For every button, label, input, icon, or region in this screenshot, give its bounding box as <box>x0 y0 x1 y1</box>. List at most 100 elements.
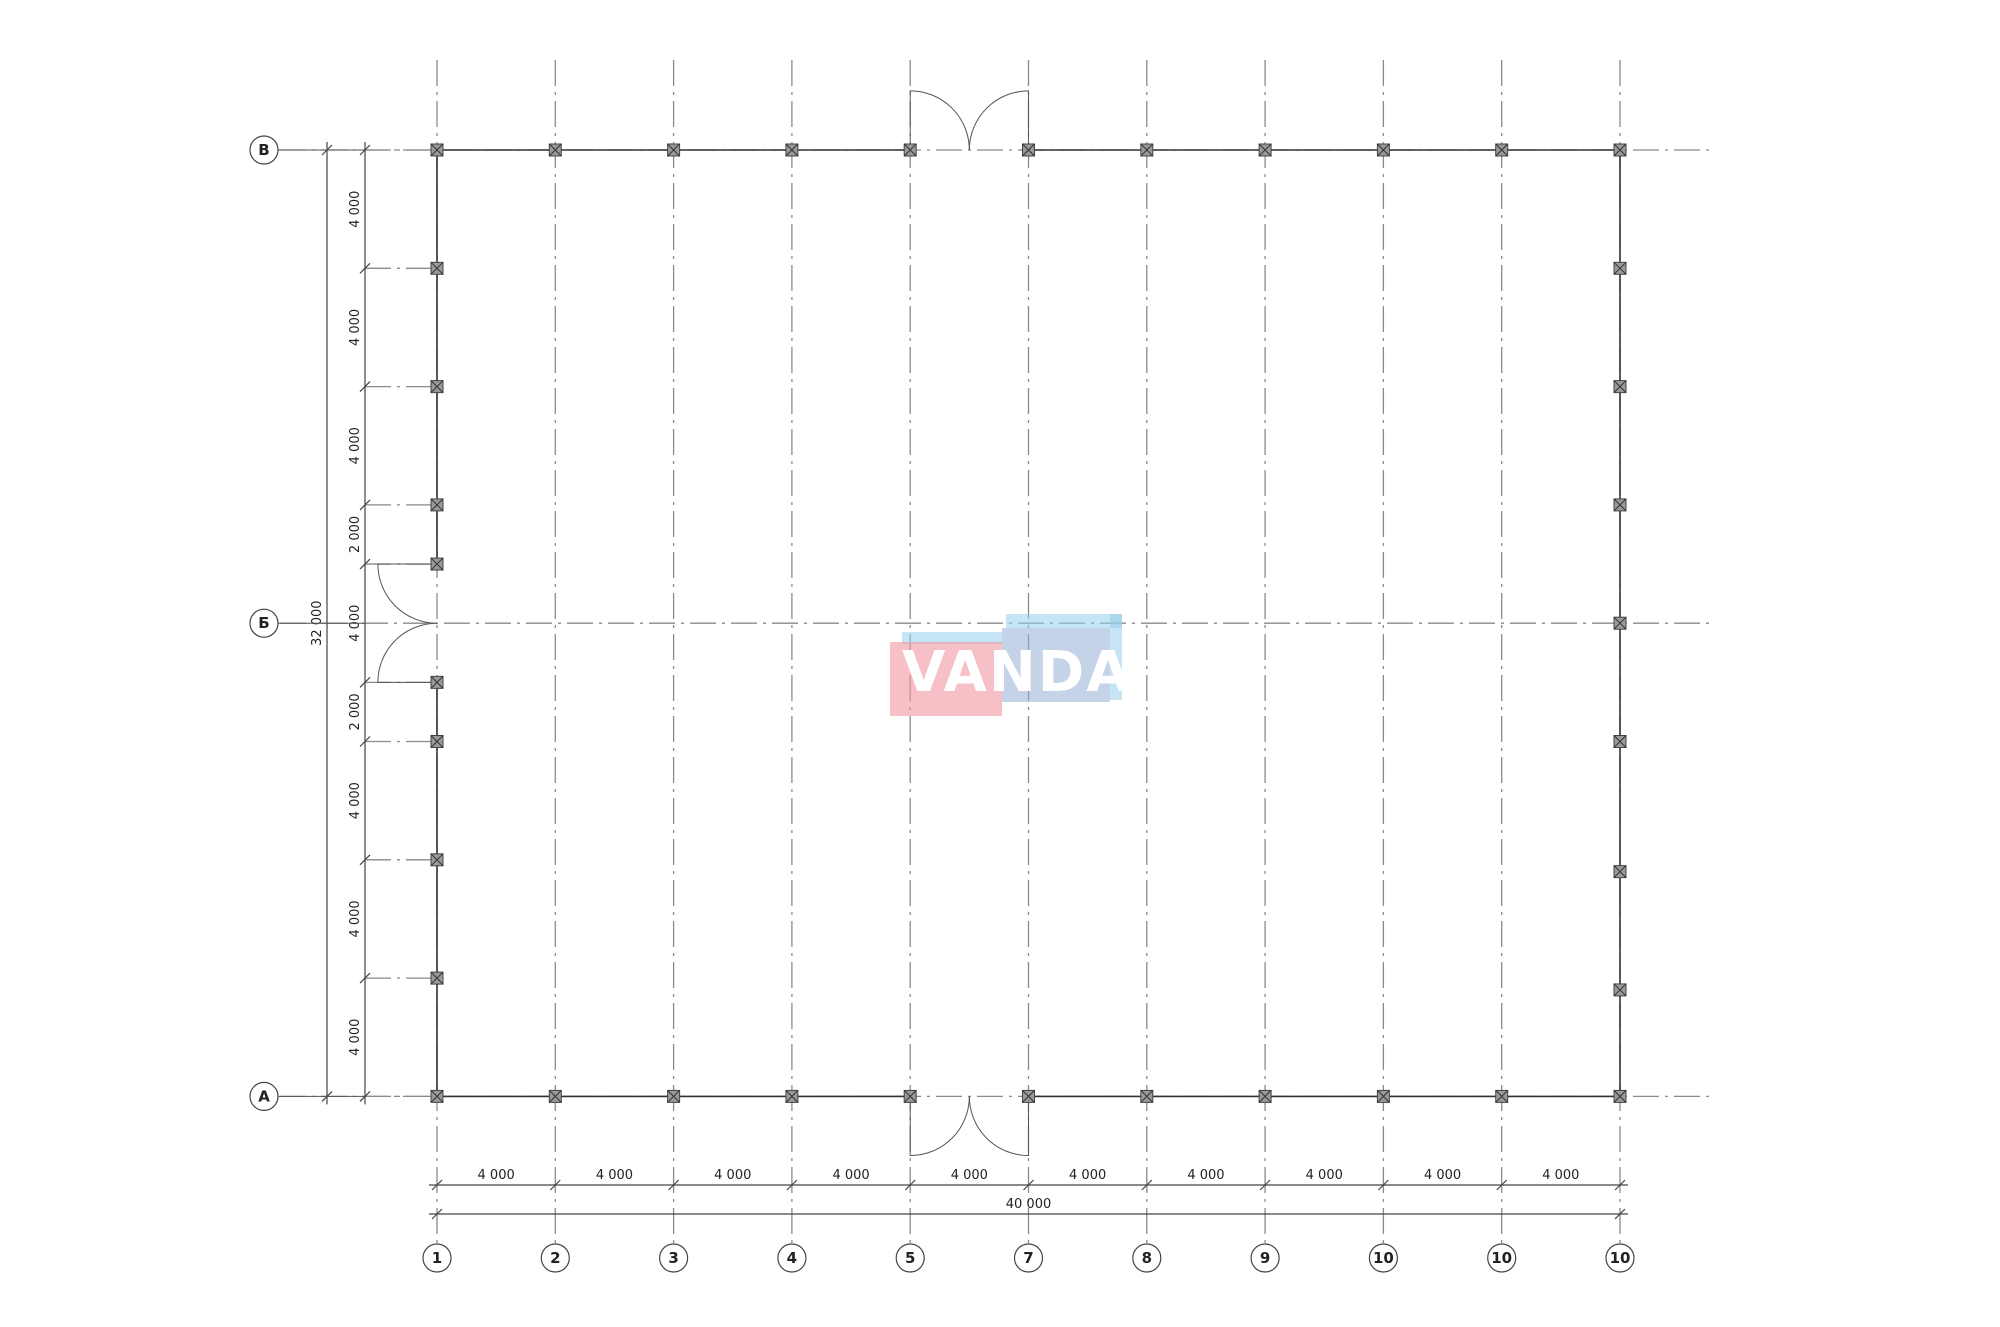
column-cross <box>1258 143 1272 157</box>
dimension-tick <box>359 676 371 688</box>
column-cross <box>785 143 799 157</box>
column-cross <box>1022 1090 1035 1103</box>
column-cross <box>430 143 444 157</box>
dimension-tick <box>549 1179 561 1191</box>
axis-bubble <box>249 135 279 165</box>
axis-label-1: 1 <box>432 1249 442 1267</box>
total-width-label: 40 000 <box>1006 1197 1052 1212</box>
dimension-tick <box>668 1179 680 1191</box>
column-cross <box>1613 616 1627 630</box>
dimension-tick <box>1259 1179 1271 1191</box>
dimension-label: 2 000 <box>348 693 363 730</box>
axis-bubble <box>1250 1243 1280 1273</box>
column-cross <box>430 261 444 275</box>
column-cross <box>430 380 444 393</box>
dimension-tick <box>1023 1179 1034 1191</box>
axis-bubble <box>422 1243 452 1273</box>
column-cross <box>1613 498 1627 512</box>
axis-label-10: 10 <box>1491 1249 1512 1267</box>
column-cross <box>667 1090 680 1103</box>
axis-bubble <box>777 1243 807 1273</box>
axis-label-3: 3 <box>668 1249 678 1267</box>
column-cross <box>548 1090 562 1103</box>
column-cross <box>1377 1090 1390 1103</box>
column-cross <box>430 557 444 571</box>
dimension-label: 4 000 <box>478 1168 515 1183</box>
dimension-tick <box>359 499 371 511</box>
column-cross <box>1140 1090 1154 1103</box>
dimension-tick <box>1141 1179 1153 1191</box>
column-cross <box>1613 261 1627 275</box>
dimension-label: 4 000 <box>1069 1168 1106 1183</box>
column-cross <box>1613 865 1627 878</box>
vanda-watermark-logo: VANDA <box>888 614 1130 718</box>
dimension-label: 4 000 <box>832 1168 869 1183</box>
dimension-tick <box>359 972 371 984</box>
axis-bubble <box>1605 1243 1635 1273</box>
axis-label-9: 9 <box>1260 1249 1270 1267</box>
dimension-label: 2 000 <box>348 516 363 553</box>
axis-bubble <box>658 1243 689 1273</box>
column-cross <box>1258 1090 1272 1103</box>
dimension-label: 4 000 <box>348 191 363 228</box>
dimension-tick <box>431 1179 443 1191</box>
column-cross <box>430 1090 444 1103</box>
dimension-label: 4 000 <box>348 900 363 937</box>
dimension-tick <box>1496 1179 1508 1191</box>
column-cross <box>1495 143 1509 157</box>
axis-bubble <box>1013 1243 1044 1273</box>
door-bottom-leaf <box>968 1096 1029 1157</box>
column-cross <box>1140 143 1154 157</box>
column-cross <box>430 498 444 512</box>
dimension-label: 4 000 <box>1424 1168 1461 1183</box>
axis-bubble <box>895 1243 925 1273</box>
axis-label-В: В <box>258 141 269 159</box>
watermark-text: VANDA <box>902 640 1132 705</box>
axis-bubble <box>1368 1243 1399 1273</box>
column-cross <box>1613 983 1627 997</box>
axis-label-Б: Б <box>258 614 269 632</box>
dimension-label: 4 000 <box>714 1168 751 1183</box>
axis-label-2: 2 <box>550 1249 560 1267</box>
door-left-leaf <box>377 563 438 624</box>
dimension-label: 4 000 <box>596 1168 633 1183</box>
door-top-leaf <box>968 90 1029 151</box>
dimension-tick <box>359 854 371 866</box>
dimension-tick <box>1377 1179 1389 1191</box>
dimension-tick <box>359 381 371 393</box>
axis-bubble <box>1132 1243 1162 1273</box>
axis-bubble <box>1487 1243 1517 1273</box>
door-top-leaf <box>909 90 970 151</box>
dimension-label: 4 000 <box>1542 1168 1579 1183</box>
dimension-label: 4 000 <box>1306 1168 1343 1183</box>
dimension-tick <box>359 262 371 274</box>
dimension-tick <box>431 1208 443 1220</box>
axis-bubble <box>540 1243 570 1273</box>
column-cross <box>1022 143 1035 157</box>
dimension-tick <box>1614 1179 1626 1191</box>
dimension-tick <box>904 1179 916 1191</box>
column-cross <box>1613 735 1627 748</box>
column-cross <box>548 143 562 157</box>
column-cross <box>1613 143 1627 157</box>
dimension-label: 4 000 <box>348 782 363 819</box>
column-cross <box>1495 1090 1509 1103</box>
axis-label-7: 7 <box>1023 1249 1033 1267</box>
axis-label-4: 4 <box>787 1249 797 1267</box>
axis-label-8: 8 <box>1142 1249 1152 1267</box>
dimension-tick <box>786 1179 798 1191</box>
column-cross <box>903 143 917 157</box>
axis-label-10: 10 <box>1610 1249 1631 1267</box>
axis-label-10: 10 <box>1373 1249 1394 1267</box>
column-cross <box>785 1090 799 1103</box>
dimension-tick <box>359 558 371 570</box>
dimension-tick <box>359 736 371 747</box>
axis-label-5: 5 <box>905 1249 915 1267</box>
dimension-label: 4 000 <box>1187 1168 1224 1183</box>
column-cross <box>430 971 444 985</box>
dimension-label: 4 000 <box>348 427 363 464</box>
column-cross <box>667 143 680 157</box>
dimension-label: 4 000 <box>348 309 363 346</box>
column-cross <box>903 1090 917 1103</box>
